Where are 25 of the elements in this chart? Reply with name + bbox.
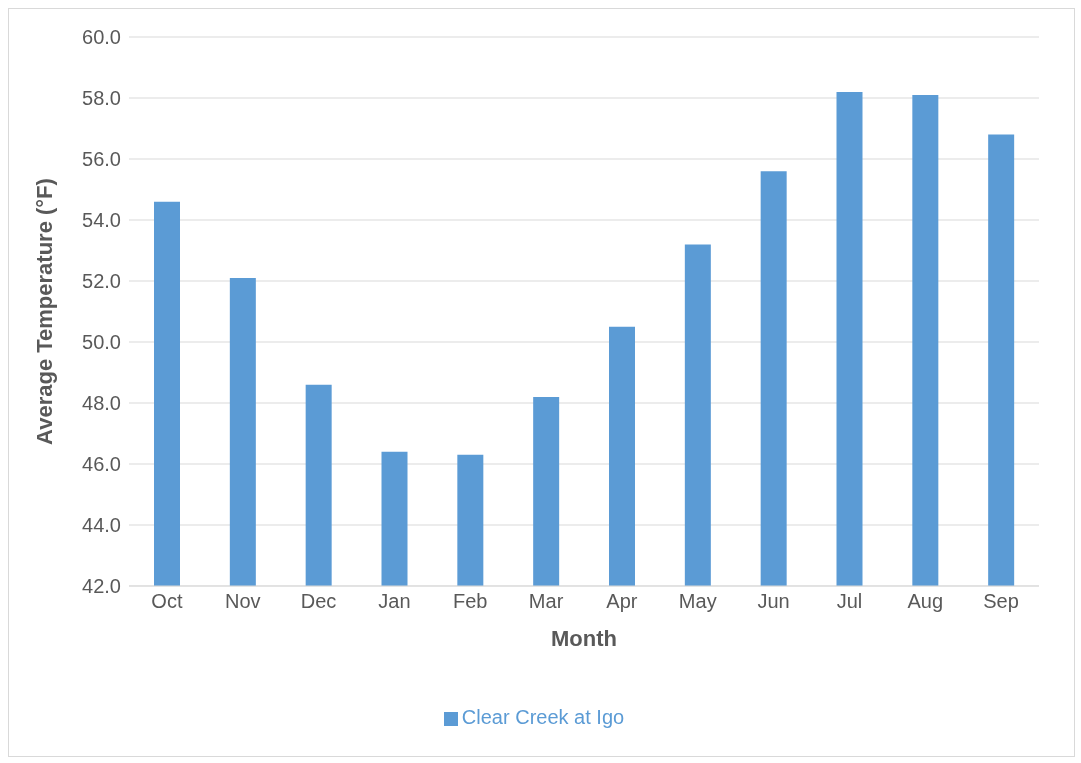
y-tick-label: 56.0	[82, 148, 121, 171]
y-tick-label: 60.0	[82, 26, 121, 49]
x-tick-label: Nov	[224, 590, 261, 613]
x-tick-label: Apr	[606, 590, 638, 613]
x-tick-label: Dec	[300, 590, 337, 613]
x-tick-label: Aug	[907, 590, 944, 613]
x-tick-label: Sep	[983, 590, 1019, 613]
x-axis-title: Month	[551, 626, 617, 651]
y-tick-label: 52.0	[82, 270, 121, 293]
x-tick-label: Jan	[378, 590, 411, 613]
y-axis-title: Average Temperature (°F)	[31, 178, 57, 445]
y-tick-label: 44.0	[82, 514, 121, 537]
x-tick-label: May	[678, 590, 717, 613]
y-tick-label: 58.0	[82, 87, 121, 110]
x-tick-label: Jun	[757, 590, 790, 613]
y-tick-label: 42.0	[82, 575, 121, 598]
x-tick-label: Feb	[453, 590, 488, 613]
y-tick-label: 54.0	[82, 209, 121, 232]
y-tick-label: 46.0	[82, 453, 121, 476]
legend-label: Clear Creek at Igo	[461, 706, 625, 728]
x-tick-label: Jul	[836, 590, 863, 613]
y-tick-label: 48.0	[82, 392, 121, 415]
x-tick-label: Oct	[151, 590, 183, 613]
y-tick-label: 50.0	[82, 331, 121, 354]
x-tick-label: Mar	[528, 590, 564, 613]
